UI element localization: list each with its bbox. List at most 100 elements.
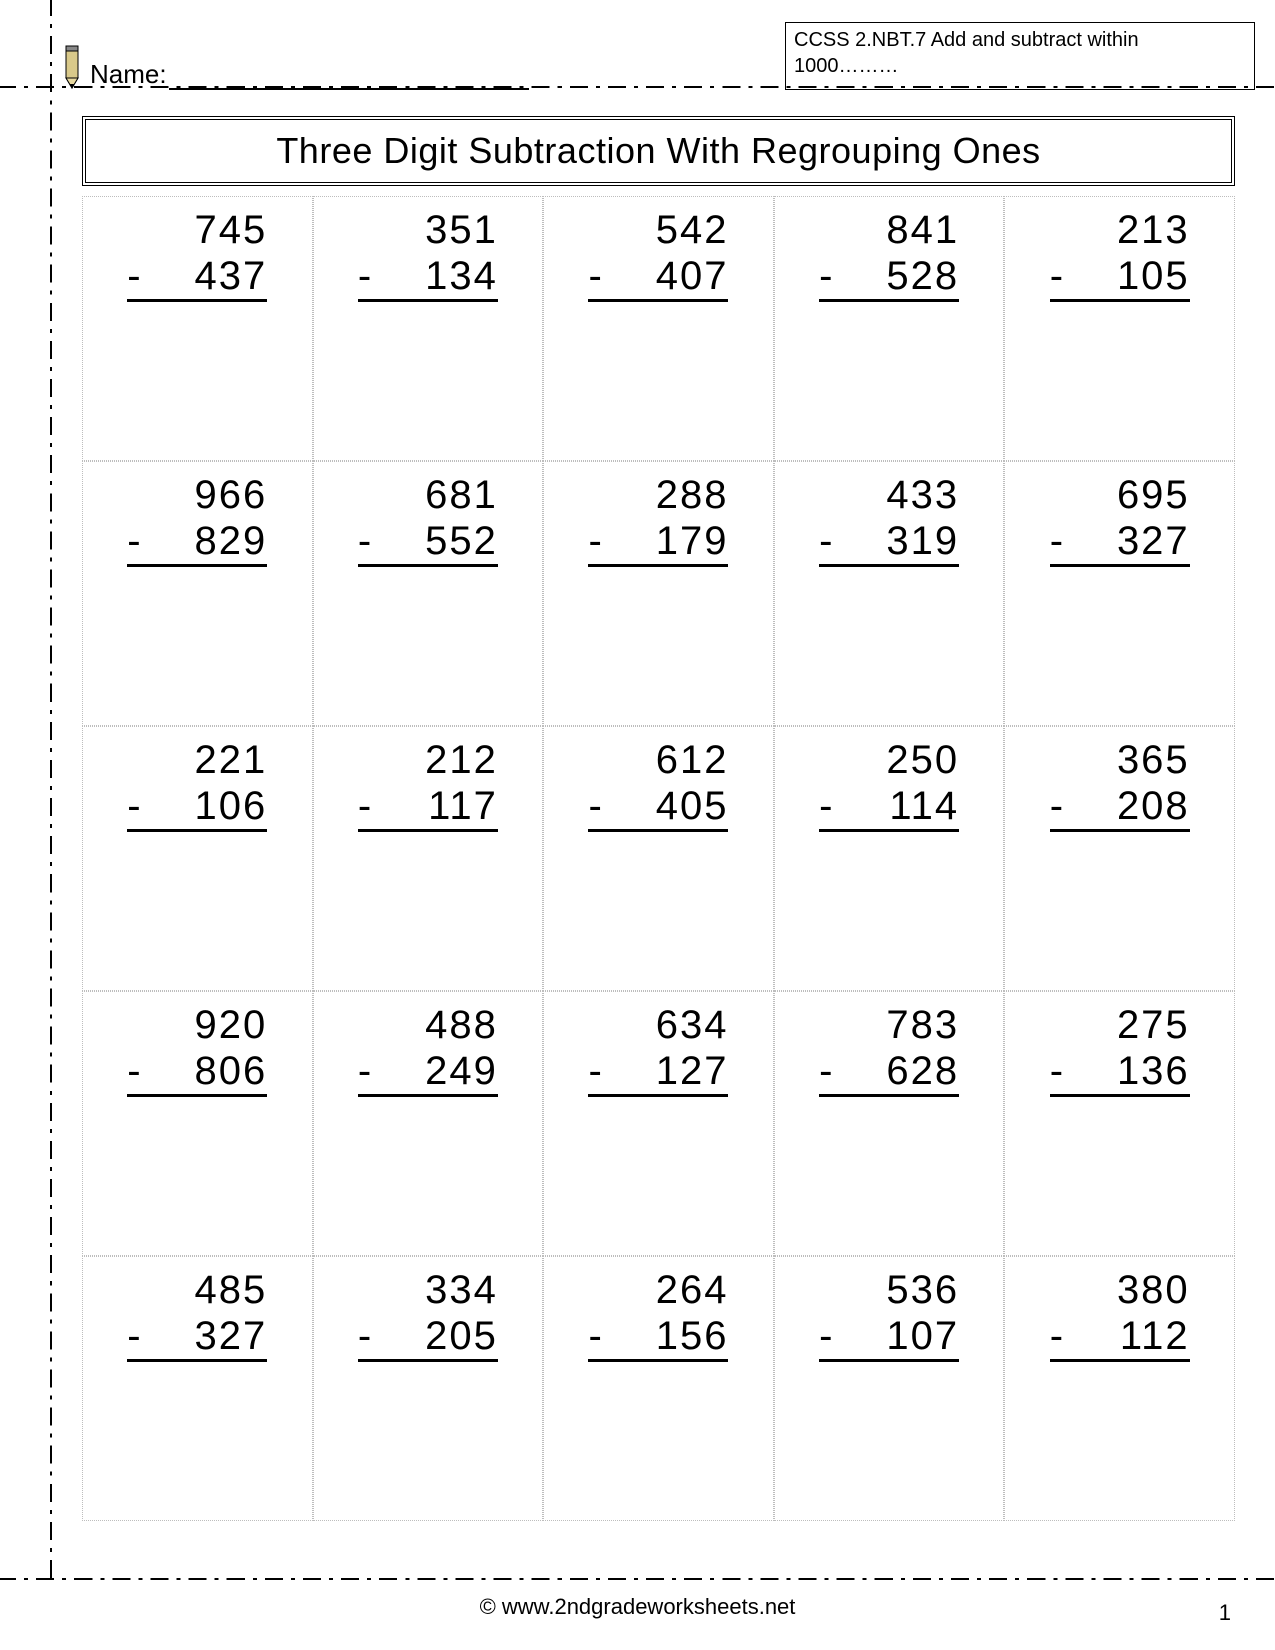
minus-sign: - — [588, 1048, 608, 1094]
minuend: 542 — [588, 207, 728, 253]
minuend: 920 — [127, 1002, 267, 1048]
minuend: 488 — [358, 1002, 498, 1048]
subtrahend: 405 — [608, 783, 728, 829]
minuend: 695 — [1050, 472, 1190, 518]
subtrahend: 117 — [378, 783, 498, 829]
name-label: Name: — [90, 59, 167, 90]
problem-cell: 542-407 — [543, 196, 774, 461]
subtrahend-row: -105 — [1050, 253, 1190, 302]
subtrahend: 112 — [1070, 1313, 1190, 1359]
minuend: 966 — [127, 472, 267, 518]
subtrahend: 407 — [608, 253, 728, 299]
minus-sign: - — [358, 1048, 378, 1094]
subtraction-problem: 213-105 — [1050, 207, 1190, 302]
subtrahend-row: -327 — [127, 1313, 267, 1362]
minus-sign: - — [1050, 1048, 1070, 1094]
minus-sign: - — [819, 253, 839, 299]
minuend: 681 — [358, 472, 498, 518]
subtraction-problem: 695-327 — [1050, 472, 1190, 567]
problem-cell: 334-205 — [313, 1256, 544, 1521]
minuend: 841 — [819, 207, 959, 253]
pencil-icon — [60, 44, 84, 90]
minuend: 485 — [127, 1267, 267, 1313]
problem-cell: 213-105 — [1004, 196, 1235, 461]
problem-cell: 485-327 — [82, 1256, 313, 1521]
subtrahend-row: -437 — [127, 253, 267, 302]
problem-cell: 275-136 — [1004, 991, 1235, 1256]
minuend: 433 — [819, 472, 959, 518]
subtraction-problem: 634-127 — [588, 1002, 728, 1097]
problem-cell: 841-528 — [774, 196, 1005, 461]
minus-sign: - — [588, 253, 608, 299]
subtraction-problem: 351-134 — [358, 207, 498, 302]
subtrahend: 319 — [839, 518, 959, 564]
minus-sign: - — [1050, 783, 1070, 829]
minus-sign: - — [588, 1313, 608, 1359]
subtrahend-row: -208 — [1050, 783, 1190, 832]
problem-cell: 634-127 — [543, 991, 774, 1256]
name-input-line[interactable] — [169, 64, 529, 90]
subtrahend-row: -107 — [819, 1313, 959, 1362]
subtrahend: 327 — [147, 1313, 267, 1359]
subtraction-problem: 288-179 — [588, 472, 728, 567]
minus-sign: - — [1050, 518, 1070, 564]
problem-cell: 488-249 — [313, 991, 544, 1256]
subtraction-problem: 433-319 — [819, 472, 959, 567]
worksheet-title: Three Digit Subtraction With Regrouping … — [82, 116, 1235, 186]
problem-cell: 380-112 — [1004, 1256, 1235, 1521]
minus-sign: - — [358, 518, 378, 564]
subtraction-problem: 365-208 — [1050, 737, 1190, 832]
minuend: 365 — [1050, 737, 1190, 783]
subtraction-problem: 745-437 — [127, 207, 267, 302]
minuend: 612 — [588, 737, 728, 783]
subtrahend: 552 — [378, 518, 498, 564]
problem-cell: 433-319 — [774, 461, 1005, 726]
minus-sign: - — [819, 518, 839, 564]
subtrahend-row: -127 — [588, 1048, 728, 1097]
minus-sign: - — [358, 783, 378, 829]
subtraction-problem: 380-112 — [1050, 1267, 1190, 1362]
minuend: 745 — [127, 207, 267, 253]
page-number: 1 — [1219, 1600, 1231, 1626]
problem-cell: 250-114 — [774, 726, 1005, 991]
minuend: 212 — [358, 737, 498, 783]
subtrahend-row: -405 — [588, 783, 728, 832]
problem-cell: 221-106 — [82, 726, 313, 991]
subtrahend-row: -552 — [358, 518, 498, 567]
problem-cell: 681-552 — [313, 461, 544, 726]
subtraction-problem: 250-114 — [819, 737, 959, 832]
subtrahend-row: -117 — [358, 783, 498, 832]
minuend: 380 — [1050, 1267, 1190, 1313]
minuend: 351 — [358, 207, 498, 253]
subtrahend: 205 — [378, 1313, 498, 1359]
minuend: 334 — [358, 1267, 498, 1313]
subtrahend-row: -205 — [358, 1313, 498, 1362]
subtraction-problem: 334-205 — [358, 1267, 498, 1362]
subtrahend: 106 — [147, 783, 267, 829]
subtraction-problem: 488-249 — [358, 1002, 498, 1097]
minus-sign: - — [127, 783, 147, 829]
subtraction-problem: 542-407 — [588, 207, 728, 302]
minus-sign: - — [358, 1313, 378, 1359]
subtrahend: 105 — [1070, 253, 1190, 299]
subtrahend: 249 — [378, 1048, 498, 1094]
subtrahend-row: -327 — [1050, 518, 1190, 567]
minus-sign: - — [1050, 1313, 1070, 1359]
subtrahend: 136 — [1070, 1048, 1190, 1094]
subtrahend-row: -106 — [127, 783, 267, 832]
subtraction-problem: 966-829 — [127, 472, 267, 567]
name-field-area: Name: — [60, 44, 529, 90]
minus-sign: - — [819, 1048, 839, 1094]
problem-cell: 612-405 — [543, 726, 774, 991]
problem-cell: 920-806 — [82, 991, 313, 1256]
subtraction-problem: 681-552 — [358, 472, 498, 567]
problem-cell: 966-829 — [82, 461, 313, 726]
subtrahend-row: -407 — [588, 253, 728, 302]
subtraction-problem: 536-107 — [819, 1267, 959, 1362]
minus-sign: - — [127, 1048, 147, 1094]
subtrahend: 806 — [147, 1048, 267, 1094]
subtrahend-row: -528 — [819, 253, 959, 302]
subtrahend: 156 — [608, 1313, 728, 1359]
problem-cell: 783-628 — [774, 991, 1005, 1256]
minuend: 288 — [588, 472, 728, 518]
